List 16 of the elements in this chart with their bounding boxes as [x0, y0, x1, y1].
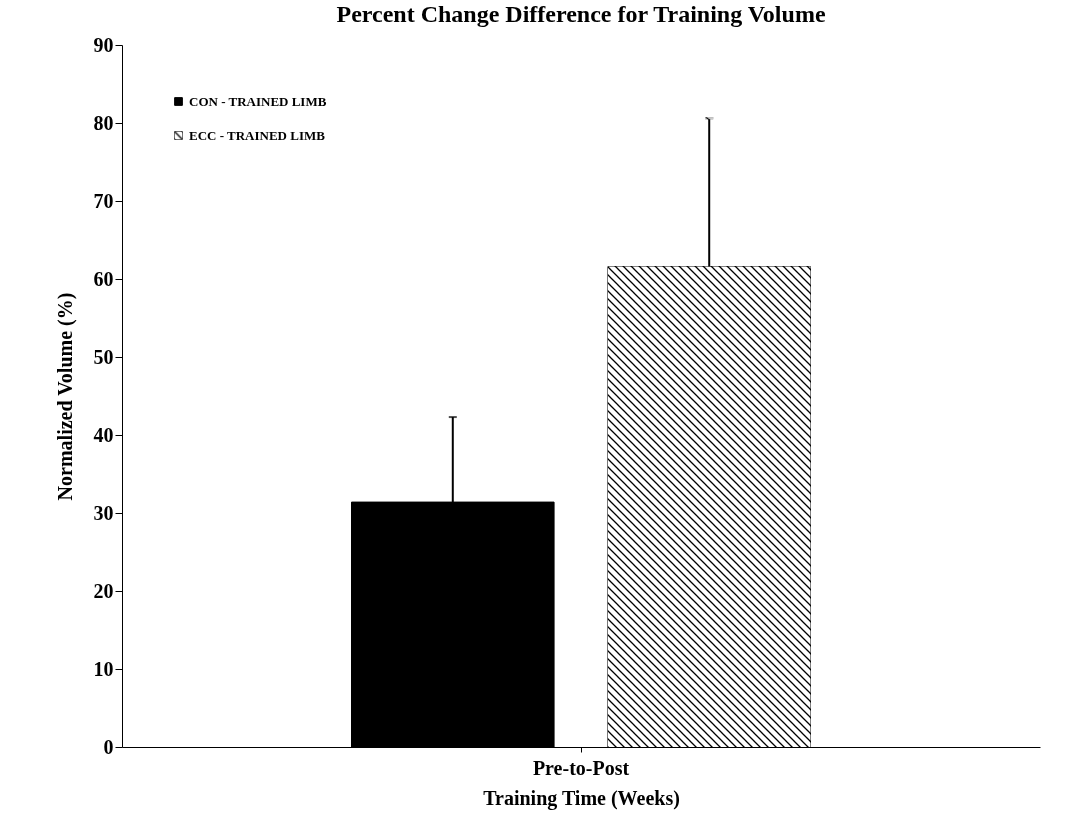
legend-label: ECC - TRAINED LIMB	[189, 127, 326, 143]
y-tick-label: 60	[93, 267, 114, 290]
y-tick-label: 80	[93, 111, 114, 134]
y-tick-label: 20	[93, 579, 114, 602]
y-tick-label: 0	[103, 735, 114, 758]
y-tick-label: 10	[93, 657, 114, 680]
x-tick-label: Pre-to-Post	[532, 756, 630, 779]
x-axis-title: Training Time (Weeks)	[483, 786, 680, 810]
legend-label: CON - TRAINED LIMB	[189, 93, 327, 109]
y-tick-label: 90	[93, 33, 114, 56]
y-tick-label: 40	[93, 423, 114, 446]
chart-title: Percent Change Difference for Training Volume	[336, 1, 826, 27]
y-tick-label: 30	[93, 501, 114, 524]
y-tick-label: 70	[93, 189, 114, 212]
y-tick-label: 50	[93, 345, 114, 368]
y-axis-title: Normalized Volume (%)	[53, 292, 77, 501]
